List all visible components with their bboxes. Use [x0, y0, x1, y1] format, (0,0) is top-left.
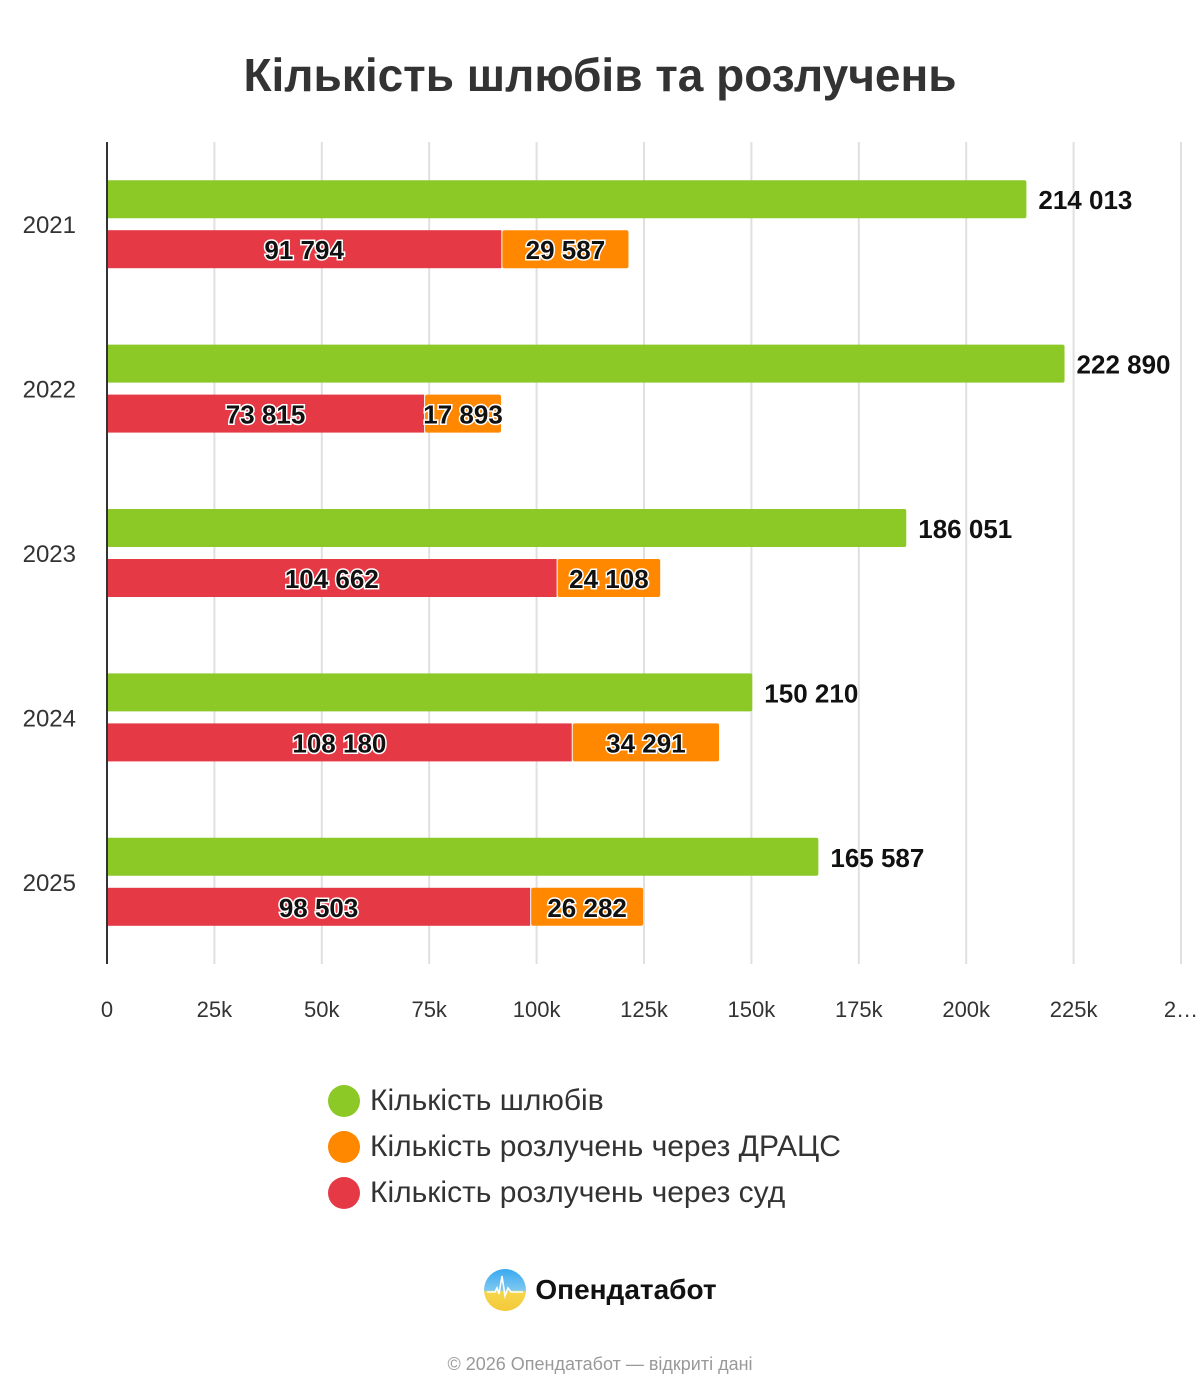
bar-marriages: [107, 180, 1027, 219]
legend-item-divorces-court[interactable]: Кількість розлучень через суд: [328, 1170, 841, 1216]
legend-dot: [328, 1085, 360, 1117]
bar-divorces-dracs: [425, 394, 501, 433]
data-label-divorces-dracs: 29 587: [526, 235, 606, 265]
legend-label: Кількість шлюбів: [370, 1084, 604, 1117]
footer: © 2026 Опендатабот — відкриті дані: [447, 1354, 753, 1374]
legend-label: Кількість розлучень через ДРАЦС: [370, 1130, 841, 1163]
y-tick-label: 2025: [23, 870, 76, 897]
chart-title: Кількість шлюбів та розлучень: [243, 49, 957, 101]
bar-marriages: [107, 673, 753, 712]
legend-dot: [328, 1131, 360, 1163]
data-label-divorces-court: 108 180: [292, 728, 386, 758]
x-tick-label: 125k: [620, 997, 669, 1022]
x-tick-label: 50k: [304, 997, 340, 1022]
data-label-divorces-court: 91 794: [264, 235, 344, 265]
data-label-divorces-dracs: 34 291: [606, 728, 686, 758]
data-label-marriages: 222 890: [1077, 350, 1171, 380]
y-tick-label: 2021: [23, 212, 76, 239]
y-tick-label: 2024: [23, 705, 76, 732]
x-tick-label: 150k: [728, 997, 777, 1022]
bar-marriages: [107, 509, 907, 547]
bar-marriages: [107, 344, 1065, 383]
bar-divorces-court: [107, 887, 531, 926]
bar-chart: 0 25k 50k 75k 100k 125k 150k 175k 200k 225k 2… 2021…: [23, 142, 1198, 1022]
data-label-marriages: 186 051: [918, 514, 1012, 544]
data-label-divorces-court: 104 662: [285, 564, 379, 594]
legend-dot: [328, 1177, 360, 1209]
bar-divorces-court: [107, 723, 572, 762]
x-tick-label: 200k: [942, 997, 991, 1022]
legend-label: Кількість розлучень через суд: [370, 1176, 786, 1209]
legend-item-divorces-dracs[interactable]: Кількість розлучень через ДРАЦС: [328, 1124, 841, 1170]
data-label-marriages: 150 210: [764, 678, 858, 708]
x-tick-label: 100k: [513, 997, 562, 1022]
bar-divorces-court: [107, 394, 425, 433]
bar-divorces-court: [107, 559, 557, 597]
x-tick-label: 175k: [835, 997, 884, 1022]
legend: Кількість шлюбів Кількість розлучень чер…: [328, 1078, 841, 1216]
x-tick-label: 225k: [1050, 997, 1099, 1022]
data-label-marriages: 214 013: [1038, 185, 1132, 215]
y-tick-label: 2023: [23, 541, 76, 568]
bar-divorces-dracs: [502, 230, 629, 269]
data-label-marriages: 165 587: [830, 843, 924, 873]
bar-divorces-dracs: [572, 723, 720, 762]
bar-divorces-dracs: [557, 559, 661, 597]
bar-divorces-dracs: [531, 887, 644, 926]
data-label-divorces-dracs: 17 893: [423, 400, 503, 430]
data-label-divorces-court: 73 815: [226, 400, 306, 430]
x-tick-label: 75k: [411, 997, 447, 1022]
data-label-divorces-dracs: 26 282: [547, 893, 627, 923]
bar-divorces-court: [107, 230, 502, 269]
data-label-divorces-dracs: 24 108: [569, 564, 649, 594]
brand: Опендатабот: [0, 1268, 1200, 1312]
y-tick-label: 2022: [23, 377, 76, 404]
x-tick-label: 25k: [197, 997, 233, 1022]
x-tick-label: 2…: [1164, 997, 1198, 1022]
opendatabot-logo-icon: [484, 1269, 527, 1311]
bar-marriages: [107, 837, 819, 876]
brand-name: Опендатабот: [535, 1274, 717, 1305]
data-label-divorces-court: 98 503: [279, 893, 359, 923]
legend-item-marriages[interactable]: Кількість шлюбів: [328, 1078, 841, 1124]
x-tick-label: 0: [101, 997, 113, 1022]
